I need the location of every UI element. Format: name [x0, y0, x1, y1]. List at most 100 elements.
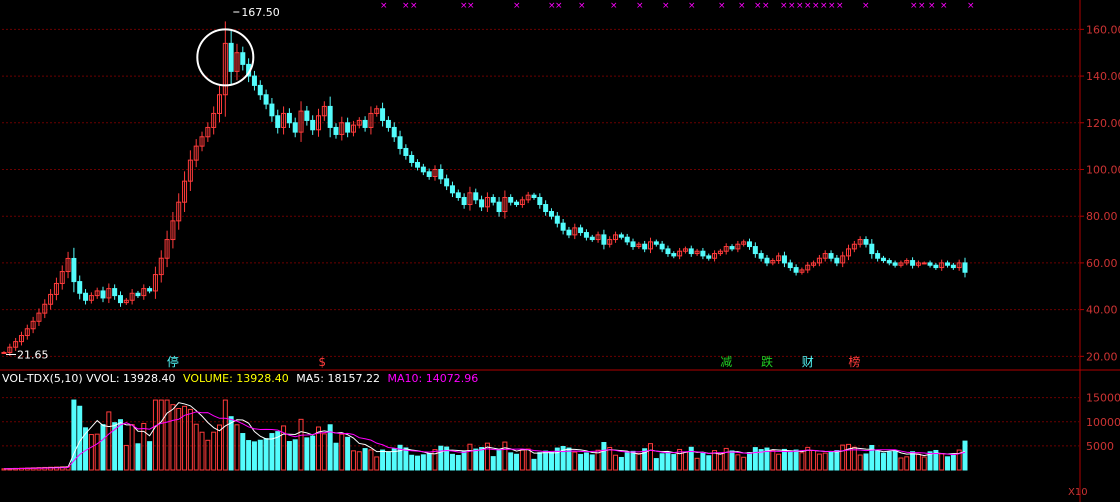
volume-bar	[368, 449, 374, 471]
event-badge: 跌	[761, 354, 773, 369]
volume-bar	[316, 426, 322, 471]
volume-bar	[123, 444, 129, 471]
volume-bar	[694, 457, 700, 471]
candle-body	[508, 197, 514, 203]
candle-body	[48, 293, 54, 305]
candle-body	[519, 199, 525, 206]
candle-body	[572, 227, 578, 236]
candle-body	[251, 75, 257, 86]
candle-body	[589, 236, 595, 241]
volume-bar	[298, 418, 304, 471]
candle-body	[741, 241, 747, 245]
candle-body	[677, 250, 683, 257]
candle-body	[152, 274, 158, 292]
volume-bar	[310, 435, 316, 471]
candle-body	[65, 257, 71, 273]
candle-body	[921, 262, 927, 265]
candle-body	[356, 119, 362, 126]
volume-bar	[211, 431, 217, 471]
candle-body	[851, 243, 857, 250]
candle-body	[449, 185, 455, 194]
volume-bar	[933, 449, 939, 471]
volume-bar	[426, 452, 432, 471]
candle-body	[583, 232, 589, 238]
volume-bar	[519, 449, 525, 471]
candle-body	[624, 236, 630, 243]
candle-body	[362, 119, 368, 128]
event-x-marker: ×	[410, 1, 418, 11]
volume-bar	[356, 451, 362, 471]
candle-body	[712, 253, 718, 259]
volume-bar	[910, 451, 916, 471]
event-x-marker: ×	[862, 1, 870, 11]
volume-bar	[187, 408, 193, 471]
candle-body	[13, 341, 19, 348]
price-tick-label: 60.00	[1086, 257, 1118, 270]
candle-body	[53, 282, 59, 295]
candle-body	[1, 351, 7, 354]
ma10-value: MA10: 14072.96	[387, 372, 479, 385]
event-x-marker: ×	[662, 1, 670, 11]
candle-body	[490, 197, 496, 203]
volume-bar	[415, 455, 421, 471]
candle-body	[630, 241, 636, 248]
ma5-value: MA5: 18157.22	[296, 372, 380, 385]
candle-body	[822, 253, 828, 259]
volume-bar	[653, 458, 659, 471]
event-x-marker: ×	[513, 1, 521, 11]
candle-body	[193, 145, 199, 161]
event-x-marker: ×	[548, 1, 556, 11]
candle-body	[682, 248, 688, 252]
volume-bar	[147, 441, 153, 471]
volume-value: VOLUME: 13928.40	[183, 372, 289, 385]
volume-bar	[729, 450, 735, 471]
volume-bar	[781, 448, 787, 471]
candle-body	[525, 194, 531, 201]
price-tick-label: 20.00	[1086, 350, 1118, 363]
volume-bar	[758, 449, 764, 471]
volume-bar	[659, 453, 665, 471]
volume-bar	[543, 450, 549, 471]
volume-bar	[438, 445, 444, 471]
volume-bar	[671, 454, 677, 471]
event-x-marker: ×	[467, 1, 475, 11]
volume-bar	[875, 450, 881, 471]
volume-bar	[467, 443, 473, 471]
candle-body	[560, 222, 566, 231]
volume-bar	[595, 449, 601, 471]
volume-bar	[618, 456, 624, 471]
candle-body	[776, 255, 782, 262]
volume-bar	[956, 449, 962, 471]
event-x-marker: ×	[762, 1, 770, 11]
volume-bar	[898, 457, 904, 471]
event-x-marker: ×	[636, 1, 644, 11]
candle-body	[717, 250, 723, 255]
volume-bar	[286, 441, 292, 471]
volume-bar	[601, 442, 607, 471]
high-price-label: 167.50	[241, 6, 280, 19]
candle-body	[531, 194, 537, 199]
volume-bar	[449, 453, 455, 471]
price-tick-label: 120.00	[1086, 117, 1120, 130]
candle-body	[863, 239, 869, 245]
volume-bar	[380, 449, 386, 471]
volume-bar	[578, 453, 584, 471]
candle-body	[176, 201, 182, 222]
candle-body	[793, 267, 799, 273]
candle-body	[415, 161, 421, 168]
volume-bar	[921, 456, 927, 471]
candle-body	[886, 260, 892, 264]
candle-body	[537, 197, 543, 206]
volume-bar	[176, 407, 182, 471]
volume-bar	[531, 458, 537, 471]
candle-body	[613, 234, 619, 241]
candle-body	[409, 154, 415, 163]
volume-bar	[234, 424, 240, 471]
candle-body	[42, 303, 48, 314]
volume-bar	[275, 431, 281, 471]
candle-body	[368, 112, 374, 128]
event-x-marker: ×	[788, 1, 796, 11]
event-x-marker: ×	[738, 1, 746, 11]
volume-bar	[112, 422, 118, 471]
volume-bar	[193, 423, 199, 471]
